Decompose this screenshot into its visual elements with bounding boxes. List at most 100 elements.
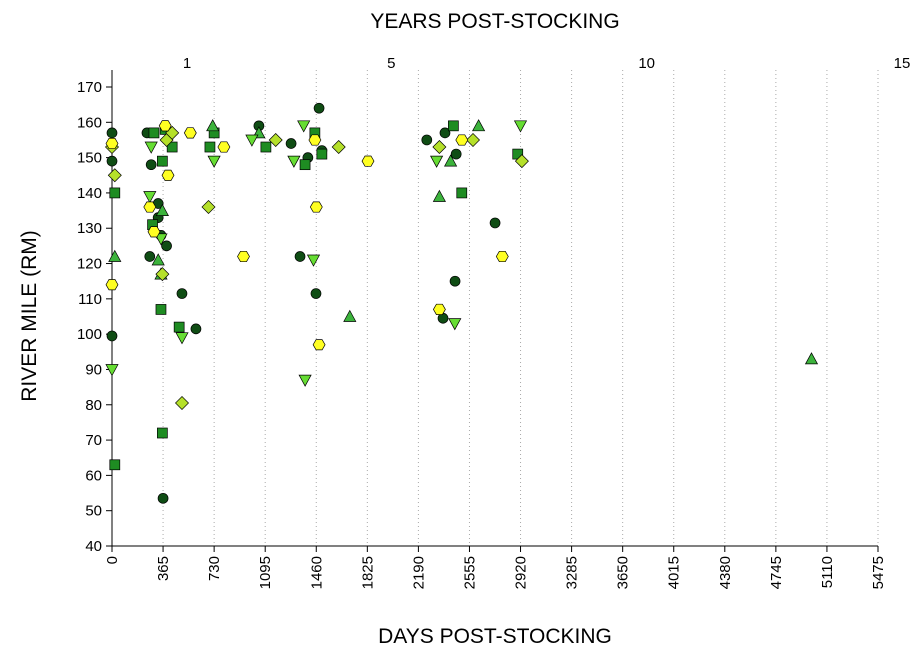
point [237,250,250,263]
point [151,253,165,266]
point [147,226,161,238]
y-tick-label: 70 [85,432,102,449]
x-tick-label: 2920 [513,556,530,589]
point [432,140,447,154]
point [439,127,451,139]
x2-tick-label: 10 [638,55,655,72]
point [260,141,272,153]
point [144,251,156,262]
point [455,134,469,146]
x-tick-label: 4015 [666,556,683,589]
x-tick-label: 1460 [308,556,325,589]
point [173,321,185,333]
point [109,187,121,199]
point [268,133,283,147]
y-tick-label: 160 [77,114,102,131]
point [298,374,312,387]
point [109,459,121,471]
x-tick-label: 5110 [819,556,836,588]
point [106,155,118,167]
point [804,352,819,365]
y-tick-label: 130 [77,220,102,237]
point [448,318,462,331]
x-tick-label: 4745 [768,556,785,589]
point [489,217,501,229]
y-tick-label: 40 [85,538,102,555]
point [343,309,357,322]
point [105,137,119,150]
x-axis-label: DAYS POST-STOCKING [378,625,612,648]
point [449,275,461,287]
point [175,396,189,410]
point [206,119,220,132]
point [308,134,322,146]
point [201,200,216,214]
point [312,339,326,351]
point [466,133,480,147]
point [331,140,346,154]
chart-title: YEARS POST-STOCKING [370,10,619,33]
x2-tick-label: 5 [387,55,395,72]
point [450,148,462,160]
y-tick-label: 60 [85,467,102,484]
point [472,119,486,132]
point [204,141,216,153]
point [106,127,118,139]
point [108,249,122,262]
point [161,240,172,252]
x-tick-label: 365 [155,556,172,581]
y-tick-label: 170 [77,79,102,96]
point [145,159,157,171]
y-tick-label: 140 [77,185,102,202]
point [107,168,122,183]
x-tick-label: 2555 [461,556,478,589]
point [285,138,297,149]
point [361,155,375,167]
point [175,332,189,345]
point [217,141,231,153]
point [287,155,301,168]
point [514,154,529,169]
point [144,141,158,154]
point [310,288,322,299]
x-tick-label: 4380 [717,556,734,589]
x-tick-label: 1095 [257,556,274,589]
point [430,155,444,168]
point [448,120,459,132]
point [155,304,167,315]
point [176,288,188,299]
point [157,427,168,439]
point [245,134,259,147]
point [495,250,509,263]
point [183,127,197,139]
x-tick-label: 5475 [870,556,887,589]
point [432,189,446,202]
x-tick-label: 3285 [564,556,581,589]
x-tick-label: 3650 [615,556,632,589]
point [190,323,202,335]
point [157,155,168,167]
point [299,159,311,171]
x2-tick-label: 15 [894,55,911,72]
point [143,191,157,204]
point [309,201,323,213]
point [105,364,119,377]
y-tick-label: 100 [77,326,102,343]
point [207,155,221,168]
point [143,201,157,213]
point [155,203,169,216]
x-tick-label: 1825 [359,556,376,589]
point [157,492,169,504]
point [316,148,328,160]
point [456,187,468,199]
y-tick-label: 90 [85,361,102,378]
point [148,127,160,139]
point [421,134,433,146]
y-tick-label: 50 [85,503,102,520]
y-axis-label: RIVER MILE (RM) [18,230,41,402]
x-tick-label: 2190 [410,556,427,589]
point [432,303,446,315]
y-tick-label: 150 [77,150,102,167]
